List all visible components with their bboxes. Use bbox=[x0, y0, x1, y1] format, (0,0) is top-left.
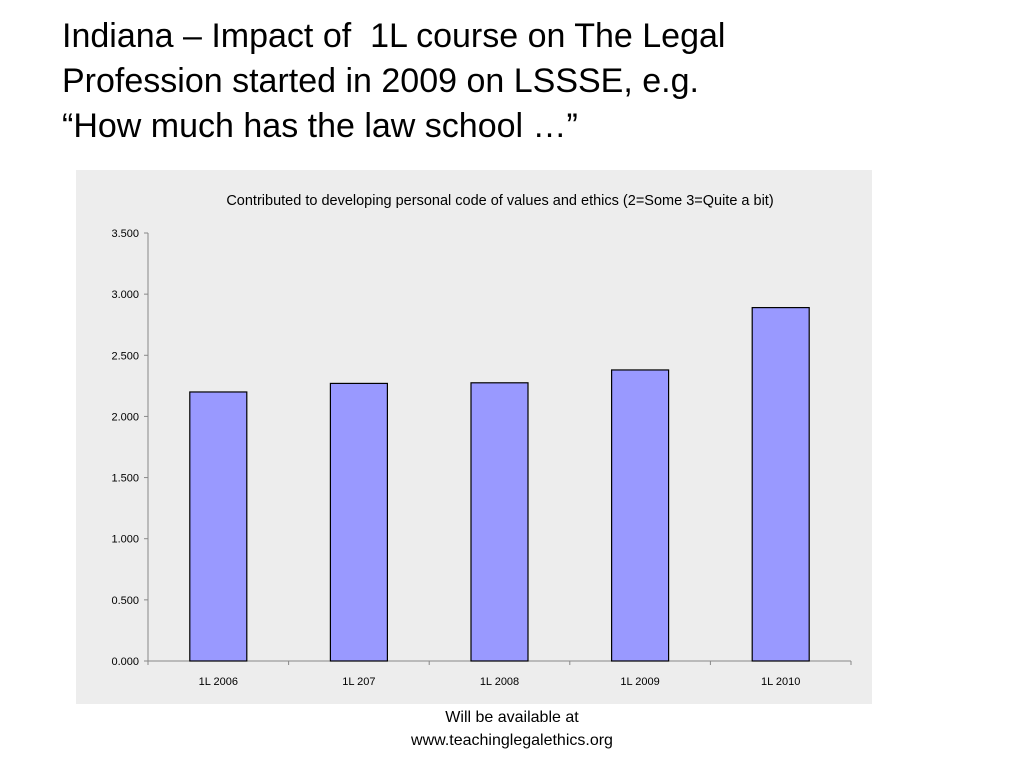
slide-title-line-1: Indiana – Impact of 1L course on The Leg… bbox=[62, 17, 726, 55]
x-tick-label: 1L 2006 bbox=[199, 676, 238, 688]
slide-title-line-3: “How much has the law school …” bbox=[62, 107, 578, 145]
bar bbox=[470, 382, 529, 662]
bar bbox=[610, 369, 670, 662]
chart-title: Contributed to developing personal code … bbox=[226, 193, 773, 209]
x-tick-label: 1L 2008 bbox=[480, 676, 519, 688]
footer-note: Will be available at www.teachinglegalet… bbox=[312, 706, 712, 752]
y-tick-label: 1.000 bbox=[111, 534, 139, 546]
y-tick-label: 1.500 bbox=[111, 473, 139, 485]
footer-link-text: www.teachinglegalethics.org bbox=[411, 732, 613, 749]
y-axis: 0.000 0.500 1.000 1.500 2.000 2.500 3.000 3.500 bbox=[111, 228, 149, 668]
bar-chart: Contributed to developing personal code … bbox=[111, 193, 852, 688]
chart-panel: Contributed to developing personal code … bbox=[76, 170, 872, 704]
bars bbox=[189, 306, 810, 662]
x-tick-label: 1L 207 bbox=[342, 676, 375, 688]
x-axis: 1L 2006 1L 207 1L 2008 1L 2009 1L 2010 bbox=[147, 660, 852, 688]
footer-line-1: Will be available at bbox=[445, 709, 579, 726]
y-tick-label: 3.500 bbox=[111, 228, 139, 240]
bar bbox=[751, 306, 810, 662]
y-tick-label: 2.000 bbox=[111, 411, 139, 423]
y-tick-label: 0.500 bbox=[111, 595, 139, 607]
y-tick-label: 0.000 bbox=[111, 656, 139, 668]
bar bbox=[329, 382, 388, 662]
x-tick-label: 1L 2009 bbox=[620, 676, 659, 688]
y-tick-label: 3.000 bbox=[111, 289, 139, 301]
slide-title-line-2: Profession started in 2009 on LSSSE, e.g… bbox=[62, 62, 699, 100]
slide-title: Indiana – Impact of 1L course on The Leg… bbox=[62, 14, 962, 149]
x-tick-label: 1L 2010 bbox=[761, 676, 800, 688]
bar bbox=[189, 391, 248, 662]
y-tick-label: 2.500 bbox=[111, 350, 139, 362]
